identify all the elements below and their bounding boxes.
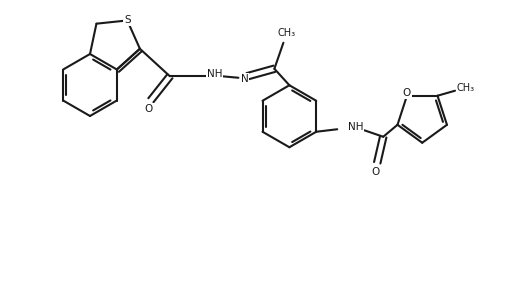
Text: NH: NH	[348, 122, 363, 132]
Text: CH₃: CH₃	[277, 28, 295, 38]
Text: CH₃: CH₃	[457, 83, 475, 93]
Text: S: S	[124, 15, 131, 25]
Text: NH: NH	[207, 69, 223, 79]
Text: N: N	[240, 74, 248, 84]
Text: O: O	[371, 167, 379, 177]
Text: O: O	[145, 104, 153, 114]
Text: O: O	[403, 88, 411, 98]
